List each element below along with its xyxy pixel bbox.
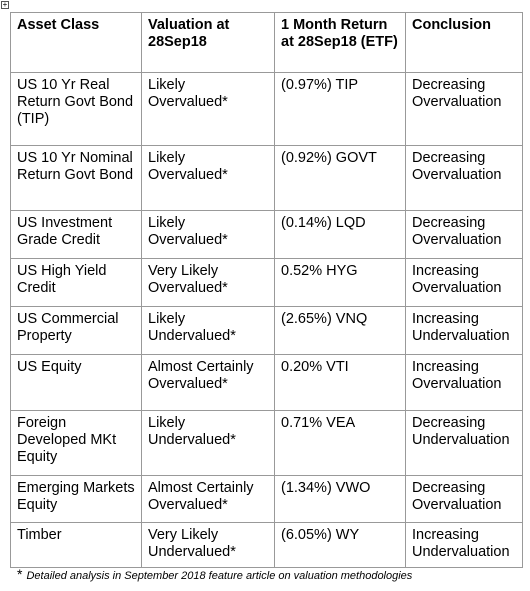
table-cell: Decreasing Undervaluation [405, 410, 523, 476]
table-row: US 10 Yr Nominal Return Govt Bond Likely … [10, 145, 523, 211]
table-cell: Increasing Undervaluation [405, 306, 523, 355]
table-cell: Very Likely Overvalued* [141, 258, 275, 307]
table-cell: Foreign Developed MKt Equity [10, 410, 142, 476]
header-cell: Asset Class [10, 12, 142, 73]
table-cell: (0.97%) TIP [274, 72, 406, 146]
table-cell: Decreasing Overvaluation [405, 475, 523, 523]
valuation-table: Asset Class Valuation at 28Sep18 1 Month R… [10, 12, 523, 568]
table-row: Emerging Markets Equity Almost Certainly … [10, 475, 523, 523]
table-cell: Decreasing Overvaluation [405, 72, 523, 146]
table-cell: Emerging Markets Equity [10, 475, 142, 523]
table-row: US Equity Almost Certainly Overvalued* 0.2… [10, 354, 523, 411]
table-cell: Likely Overvalued* [141, 145, 275, 211]
header-cell: Conclusion [405, 12, 523, 73]
table-cell: Almost Certainly Overvalued* [141, 475, 275, 523]
table-cell: Almost Certainly Overvalued* [141, 354, 275, 411]
table-cell: 0.71% VEA [274, 410, 406, 476]
table-cell: Very Likely Undervalued* [141, 522, 275, 568]
table-cell: Increasing Undervaluation [405, 522, 523, 568]
header-cell: Valuation at 28Sep18 [141, 12, 275, 73]
table-cell: Likely Undervalued* [141, 306, 275, 355]
header-cell: 1 Month Return at 28Sep18 (ETF) [274, 12, 406, 73]
table-cell: US 10 Yr Real Return Govt Bond (TIP) [10, 72, 142, 146]
table-handle[interactable]: + [1, 0, 9, 9]
table-row: US High Yield Credit Very Likely Overvalu… [10, 258, 523, 307]
table-cell: Likely Overvalued* [141, 210, 275, 259]
table-cell: Increasing Overvaluation [405, 354, 523, 411]
footnote: * Detailed analysis in September 2018 fea… [17, 566, 412, 582]
table-cell: (2.65%) VNQ [274, 306, 406, 355]
table-cell: Decreasing Overvaluation [405, 145, 523, 211]
table-row: US 10 Yr Real Return Govt Bond (TIP) Like… [10, 72, 523, 146]
table-cell: Timber [10, 522, 142, 568]
table-cell: 0.20% VTI [274, 354, 406, 411]
table-cell: US Equity [10, 354, 142, 411]
table-cell: Likely Undervalued* [141, 410, 275, 476]
footnote-text: Detailed analysis in September 2018 feat… [26, 570, 413, 582]
table-cell: US 10 Yr Nominal Return Govt Bond [10, 145, 142, 211]
table-cell: (0.14%) LQD [274, 210, 406, 259]
table-cell: Increasing Overvaluation [405, 258, 523, 307]
table-cell: (1.34%) VWO [274, 475, 406, 523]
table-row: US Investment Grade Credit Likely Overval… [10, 210, 523, 259]
table-cell: US Commercial Property [10, 306, 142, 355]
table-cell: (6.05%) WY [274, 522, 406, 568]
footnote-marker: * [17, 566, 23, 582]
table-cell: US Investment Grade Credit [10, 210, 142, 259]
header-row: Asset Class Valuation at 28Sep18 1 Month R… [10, 12, 523, 73]
table-row: Timber Very Likely Undervalued* (6.05%) WY… [10, 522, 523, 568]
table-row: US Commercial Property Likely Undervalued… [10, 306, 523, 355]
table-row: Foreign Developed MKt Equity Likely Under… [10, 410, 523, 476]
table-cell: Likely Overvalued* [141, 72, 275, 146]
table-cell: (0.92%) GOVT [274, 145, 406, 211]
table-cell: Decreasing Overvaluation [405, 210, 523, 259]
table-cell: US High Yield Credit [10, 258, 142, 307]
table-cell: 0.52% HYG [274, 258, 406, 307]
